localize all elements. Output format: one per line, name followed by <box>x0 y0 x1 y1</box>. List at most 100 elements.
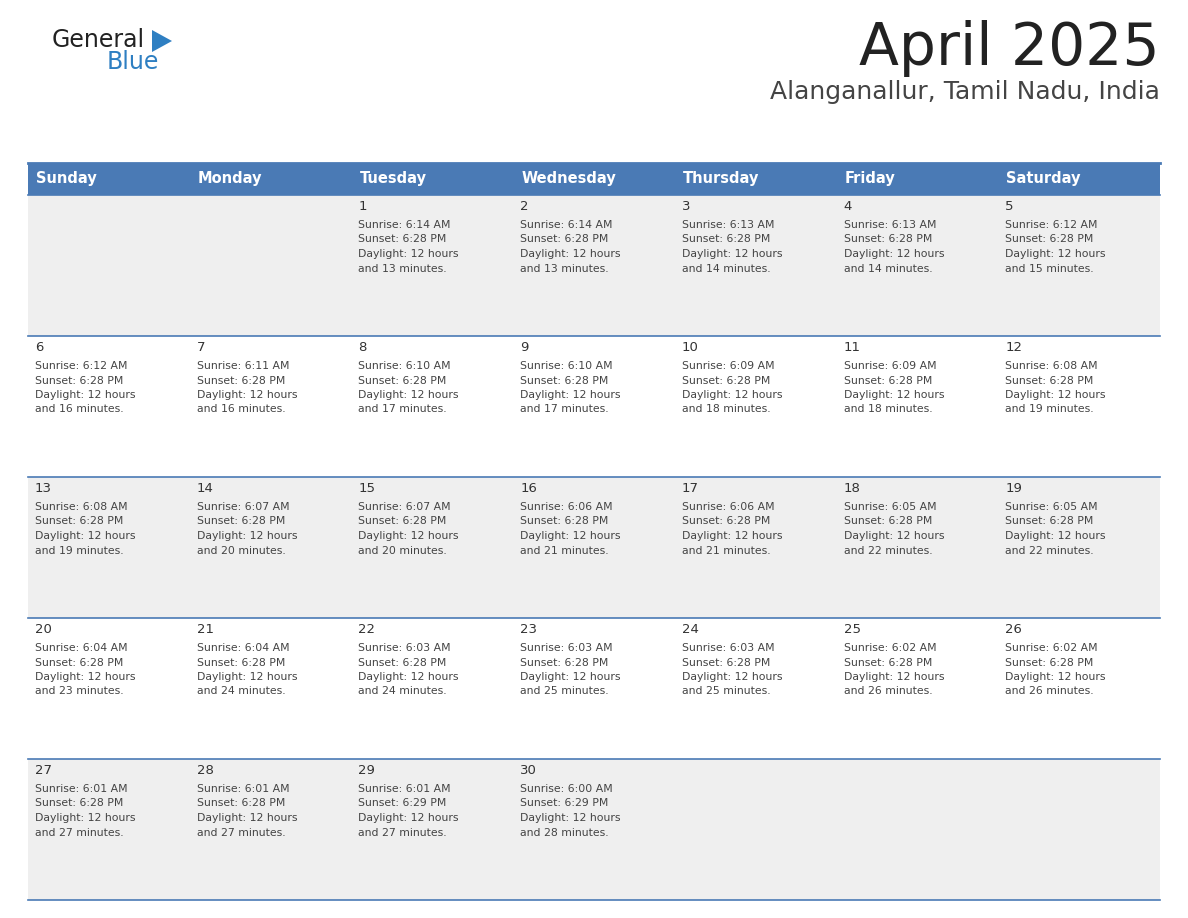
Text: Sunset: 6:28 PM: Sunset: 6:28 PM <box>359 234 447 244</box>
Text: and 27 minutes.: and 27 minutes. <box>197 827 285 837</box>
Text: Sunset: 6:28 PM: Sunset: 6:28 PM <box>359 375 447 386</box>
Text: and 17 minutes.: and 17 minutes. <box>359 405 447 415</box>
Text: and 24 minutes.: and 24 minutes. <box>197 687 285 697</box>
Text: 1: 1 <box>359 200 367 213</box>
Text: Sunset: 6:28 PM: Sunset: 6:28 PM <box>1005 517 1094 527</box>
Text: Sunrise: 6:02 AM: Sunrise: 6:02 AM <box>1005 643 1098 653</box>
Text: and 22 minutes.: and 22 minutes. <box>843 545 933 555</box>
Text: Daylight: 12 hours: Daylight: 12 hours <box>682 249 783 259</box>
Text: Sunset: 6:28 PM: Sunset: 6:28 PM <box>359 657 447 667</box>
Text: Sunrise: 6:12 AM: Sunrise: 6:12 AM <box>34 361 127 371</box>
Text: Daylight: 12 hours: Daylight: 12 hours <box>520 672 620 682</box>
Bar <box>29 618 1159 759</box>
Text: Sunset: 6:28 PM: Sunset: 6:28 PM <box>34 517 124 527</box>
Text: Daylight: 12 hours: Daylight: 12 hours <box>843 672 944 682</box>
Text: 5: 5 <box>1005 200 1013 213</box>
Text: and 24 minutes.: and 24 minutes. <box>359 687 447 697</box>
Text: Sunrise: 6:14 AM: Sunrise: 6:14 AM <box>520 220 613 230</box>
Text: Sunrise: 6:00 AM: Sunrise: 6:00 AM <box>520 784 613 794</box>
Text: and 16 minutes.: and 16 minutes. <box>197 405 285 415</box>
Text: 24: 24 <box>682 623 699 636</box>
Text: Blue: Blue <box>107 50 159 74</box>
Text: Sunset: 6:28 PM: Sunset: 6:28 PM <box>34 657 124 667</box>
Text: Daylight: 12 hours: Daylight: 12 hours <box>359 249 459 259</box>
Text: 25: 25 <box>843 623 860 636</box>
Text: Sunset: 6:28 PM: Sunset: 6:28 PM <box>520 517 608 527</box>
Text: 13: 13 <box>34 482 52 495</box>
Text: Daylight: 12 hours: Daylight: 12 hours <box>34 672 135 682</box>
Text: Sunset: 6:28 PM: Sunset: 6:28 PM <box>843 657 931 667</box>
Text: 19: 19 <box>1005 482 1022 495</box>
Text: 26: 26 <box>1005 623 1022 636</box>
Text: Daylight: 12 hours: Daylight: 12 hours <box>197 672 297 682</box>
Text: and 28 minutes.: and 28 minutes. <box>520 827 608 837</box>
Text: Sunrise: 6:10 AM: Sunrise: 6:10 AM <box>359 361 451 371</box>
Text: Daylight: 12 hours: Daylight: 12 hours <box>1005 531 1106 541</box>
Text: Sunrise: 6:01 AM: Sunrise: 6:01 AM <box>197 784 290 794</box>
Text: 22: 22 <box>359 623 375 636</box>
Text: Daylight: 12 hours: Daylight: 12 hours <box>359 813 459 823</box>
Text: Sunrise: 6:01 AM: Sunrise: 6:01 AM <box>359 784 451 794</box>
Text: Sunset: 6:28 PM: Sunset: 6:28 PM <box>197 375 285 386</box>
Text: Sunset: 6:28 PM: Sunset: 6:28 PM <box>34 799 124 809</box>
Text: Daylight: 12 hours: Daylight: 12 hours <box>843 531 944 541</box>
Text: and 19 minutes.: and 19 minutes. <box>1005 405 1094 415</box>
Text: Daylight: 12 hours: Daylight: 12 hours <box>34 531 135 541</box>
Text: and 26 minutes.: and 26 minutes. <box>843 687 933 697</box>
Polygon shape <box>152 30 172 52</box>
Text: and 13 minutes.: and 13 minutes. <box>359 263 447 274</box>
Text: Daylight: 12 hours: Daylight: 12 hours <box>34 813 135 823</box>
Text: Sunrise: 6:04 AM: Sunrise: 6:04 AM <box>34 643 127 653</box>
Text: 10: 10 <box>682 341 699 354</box>
Text: 30: 30 <box>520 764 537 777</box>
Text: Daylight: 12 hours: Daylight: 12 hours <box>682 531 783 541</box>
Text: and 27 minutes.: and 27 minutes. <box>359 827 447 837</box>
Text: Sunrise: 6:03 AM: Sunrise: 6:03 AM <box>359 643 451 653</box>
Text: Sunset: 6:28 PM: Sunset: 6:28 PM <box>359 517 447 527</box>
Text: Sunset: 6:28 PM: Sunset: 6:28 PM <box>520 657 608 667</box>
Text: and 17 minutes.: and 17 minutes. <box>520 405 608 415</box>
Text: 4: 4 <box>843 200 852 213</box>
Text: Daylight: 12 hours: Daylight: 12 hours <box>520 390 620 400</box>
Text: Sunrise: 6:08 AM: Sunrise: 6:08 AM <box>1005 361 1098 371</box>
Text: and 18 minutes.: and 18 minutes. <box>682 405 771 415</box>
Text: Sunset: 6:28 PM: Sunset: 6:28 PM <box>843 234 931 244</box>
Text: 27: 27 <box>34 764 52 777</box>
Text: and 26 minutes.: and 26 minutes. <box>1005 687 1094 697</box>
Text: Monday: Monday <box>197 172 263 186</box>
Text: Daylight: 12 hours: Daylight: 12 hours <box>843 390 944 400</box>
Text: and 21 minutes.: and 21 minutes. <box>682 545 771 555</box>
Text: Sunset: 6:28 PM: Sunset: 6:28 PM <box>1005 234 1094 244</box>
Text: Sunrise: 6:06 AM: Sunrise: 6:06 AM <box>682 502 775 512</box>
Text: 17: 17 <box>682 482 699 495</box>
Text: and 20 minutes.: and 20 minutes. <box>359 545 447 555</box>
Text: Sunset: 6:28 PM: Sunset: 6:28 PM <box>197 517 285 527</box>
Text: Sunrise: 6:04 AM: Sunrise: 6:04 AM <box>197 643 290 653</box>
Text: Daylight: 12 hours: Daylight: 12 hours <box>1005 390 1106 400</box>
Text: Sunset: 6:28 PM: Sunset: 6:28 PM <box>682 375 770 386</box>
Text: and 25 minutes.: and 25 minutes. <box>682 687 771 697</box>
Text: Sunset: 6:28 PM: Sunset: 6:28 PM <box>197 657 285 667</box>
Text: Tuesday: Tuesday <box>360 172 426 186</box>
Bar <box>29 336 1159 477</box>
Text: Sunrise: 6:02 AM: Sunrise: 6:02 AM <box>843 643 936 653</box>
Text: 23: 23 <box>520 623 537 636</box>
Text: Sunset: 6:28 PM: Sunset: 6:28 PM <box>520 234 608 244</box>
Text: Sunrise: 6:14 AM: Sunrise: 6:14 AM <box>359 220 451 230</box>
Text: Sunrise: 6:09 AM: Sunrise: 6:09 AM <box>843 361 936 371</box>
Text: Sunrise: 6:08 AM: Sunrise: 6:08 AM <box>34 502 127 512</box>
Text: Daylight: 12 hours: Daylight: 12 hours <box>359 390 459 400</box>
Bar <box>29 759 1159 900</box>
Text: Wednesday: Wednesday <box>522 172 615 186</box>
Text: Sunset: 6:28 PM: Sunset: 6:28 PM <box>1005 657 1094 667</box>
Text: Sunset: 6:28 PM: Sunset: 6:28 PM <box>34 375 124 386</box>
Text: 12: 12 <box>1005 341 1023 354</box>
Text: Saturday: Saturday <box>1006 172 1081 186</box>
Text: 8: 8 <box>359 341 367 354</box>
Text: Daylight: 12 hours: Daylight: 12 hours <box>197 390 297 400</box>
Text: 16: 16 <box>520 482 537 495</box>
Text: Sunrise: 6:03 AM: Sunrise: 6:03 AM <box>520 643 613 653</box>
Text: Daylight: 12 hours: Daylight: 12 hours <box>197 531 297 541</box>
Text: Daylight: 12 hours: Daylight: 12 hours <box>682 390 783 400</box>
Text: and 22 minutes.: and 22 minutes. <box>1005 545 1094 555</box>
